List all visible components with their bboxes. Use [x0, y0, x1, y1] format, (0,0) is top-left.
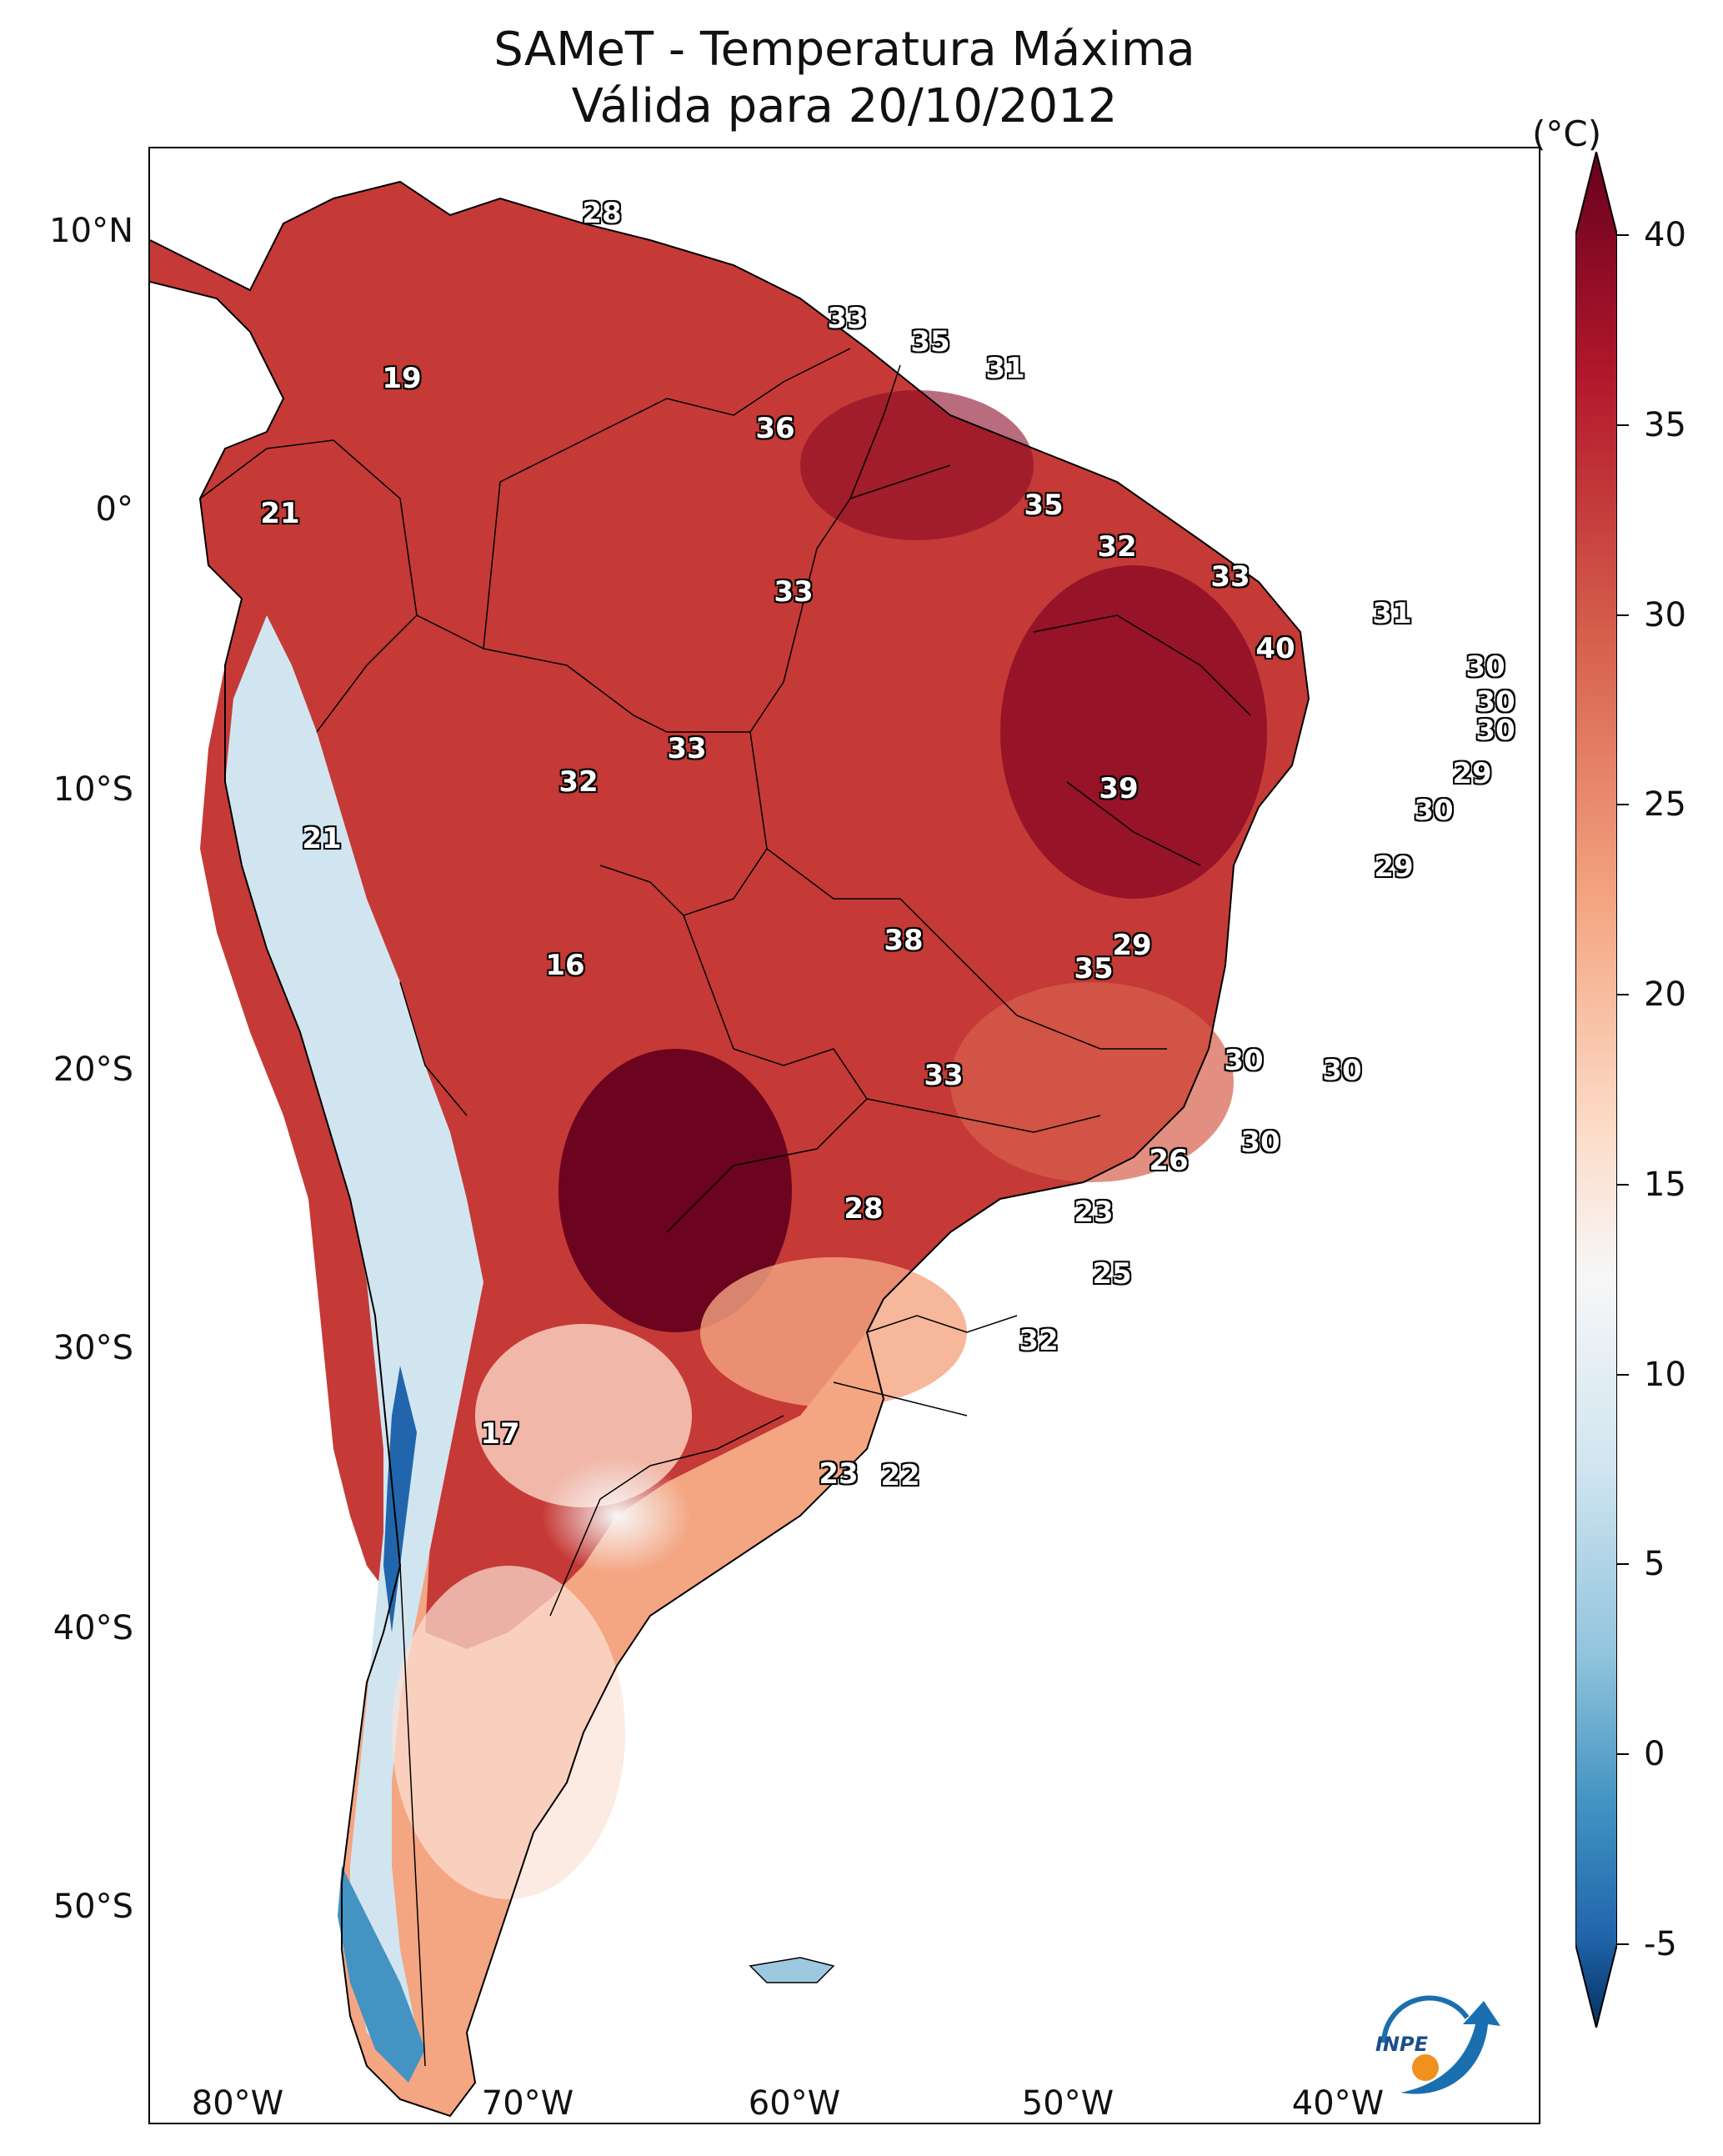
- city-value-label: 33: [774, 575, 814, 609]
- colorbar-tick: [1617, 1183, 1629, 1186]
- lat-label-10s: 10°S: [53, 770, 133, 809]
- colorbar-tick: [1617, 614, 1629, 616]
- city-value-label: 30: [1465, 650, 1505, 684]
- city-value-label: 36: [755, 412, 795, 445]
- coastline: [150, 180, 1310, 2118]
- colorbar-tick: [1617, 424, 1629, 426]
- andes-cold-core: [383, 1366, 417, 1632]
- colorbar-tick: [1617, 1943, 1629, 1945]
- city-value-label: 35: [910, 325, 950, 358]
- city-value-label: 32: [1097, 530, 1137, 564]
- logo-text: INPE: [1375, 2033, 1429, 2056]
- lat-label-40s: 40°S: [53, 1609, 133, 1647]
- colorbar-tick-label: 5: [1644, 1545, 1665, 1584]
- city-value-label: 22: [880, 1459, 920, 1492]
- falkland-islands: [749, 1957, 835, 1983]
- lat-label-20s: 20°S: [53, 1050, 133, 1089]
- colorbar-tick-label: 20: [1644, 975, 1686, 1015]
- lon-label-70w: 70°W: [481, 2084, 574, 2123]
- lon-label-50w: 50°W: [1021, 2084, 1114, 2123]
- city-value-label: 30: [1322, 1054, 1362, 1087]
- continent-south: [342, 1282, 884, 2116]
- colorbar-tick-label: 25: [1644, 785, 1686, 825]
- map-subtitle: Válida para 20/10/2012: [571, 79, 1118, 133]
- colorbar-tick: [1617, 1563, 1629, 1566]
- lat-label-10n: 10°N: [49, 212, 133, 250]
- colorbar-tick: [1617, 1753, 1629, 1756]
- city-value-label: 17: [480, 1417, 520, 1451]
- colorbar-tick: [1617, 234, 1629, 236]
- city-value-label: 29: [1112, 929, 1152, 962]
- city-value-label: 28: [582, 197, 622, 230]
- city-value-label: 23: [819, 1457, 859, 1491]
- city-value-label: 33: [1210, 560, 1250, 594]
- andes-band: [225, 615, 483, 2066]
- lat-label-0: 0°: [95, 490, 133, 529]
- lon-label-60w: 60°W: [748, 2084, 841, 2123]
- lon-label-40w: 40°W: [1291, 2084, 1385, 2123]
- colorbar-tick-label: -5: [1644, 1925, 1677, 1963]
- city-value-label: 38: [884, 924, 924, 957]
- city-value-label: 23: [1074, 1196, 1114, 1229]
- city-value-label: 19: [382, 362, 422, 395]
- city-value-label: 33: [924, 1059, 964, 1092]
- colorbar-tick-label: 35: [1644, 405, 1686, 444]
- city-value-label: 21: [260, 497, 300, 530]
- lat-label-30s: 30°S: [53, 1329, 133, 1367]
- country-borders: [199, 348, 1251, 2067]
- city-value-label: 21: [302, 822, 342, 855]
- city-value-label: 29: [1374, 850, 1414, 884]
- temperature-map-svg: [150, 180, 1310, 2118]
- city-value-label: 32: [558, 765, 599, 799]
- colorbar-tick-label: 10: [1644, 1355, 1686, 1394]
- city-value-label: 35: [1024, 489, 1064, 522]
- city-value-label: 29: [1452, 757, 1492, 790]
- city-value-label: 40: [1255, 632, 1295, 665]
- lat-label-50s: 50°S: [53, 1888, 133, 1926]
- city-value-label: 16: [545, 949, 585, 982]
- city-value-label: 30: [1475, 714, 1515, 747]
- city-value-label: 31: [985, 352, 1025, 385]
- lon-label-80w: 80°W: [191, 2084, 284, 2123]
- city-value-label: 33: [667, 732, 707, 765]
- map-title: SAMeT - Temperatura Máxima: [493, 23, 1195, 77]
- city-value-label: 26: [1149, 1144, 1189, 1177]
- colorbar-tick-label: 30: [1644, 595, 1686, 634]
- city-value-label: 35: [1074, 952, 1114, 985]
- colorbar-tick: [1617, 994, 1629, 996]
- colorbar-tick-label: 40: [1644, 216, 1686, 254]
- colorbar-unit: (°C): [1532, 113, 1602, 154]
- city-value-label: 30: [1475, 685, 1515, 719]
- city-value-label: 31: [1372, 597, 1412, 630]
- colorbar-tick-label: 0: [1644, 1735, 1665, 1774]
- map-area[interactable]: [148, 147, 1540, 2124]
- city-value-label: 32: [1019, 1324, 1059, 1357]
- colorbar-tick-label: 15: [1644, 1165, 1686, 1204]
- city-value-label: 28: [844, 1192, 884, 1226]
- city-value-label: 30: [1224, 1044, 1264, 1077]
- city-value-label: 39: [1099, 772, 1139, 805]
- colorbar: [1575, 152, 1617, 2028]
- city-value-label: 25: [1092, 1257, 1132, 1291]
- city-value-label: 30: [1240, 1126, 1280, 1159]
- inpe-logo-icon: INPE: [1375, 1995, 1500, 2094]
- colorbar-tick: [1617, 1373, 1629, 1376]
- city-value-label: 30: [1414, 794, 1454, 827]
- colorbar-tick: [1617, 804, 1629, 806]
- patagonia-cold: [338, 1866, 425, 2083]
- city-value-label: 33: [827, 302, 867, 335]
